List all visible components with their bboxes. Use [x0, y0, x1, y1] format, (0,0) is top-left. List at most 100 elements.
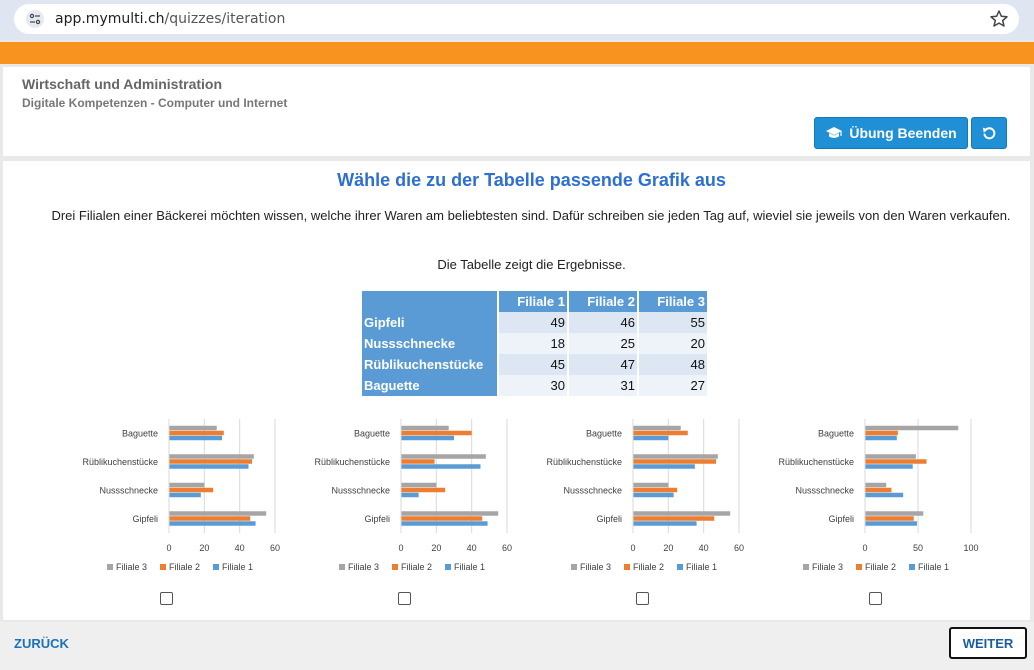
chart-legend-label: Filiale 1	[454, 562, 485, 572]
chart-category-label: Gipfeli	[828, 514, 854, 524]
chart-bar	[401, 521, 488, 526]
table-cell: 45	[499, 354, 567, 375]
chart-legend-label: Filiale 3	[812, 562, 843, 572]
chart-legend-swatch	[213, 564, 219, 570]
chart-legend-label: Filiale 2	[633, 562, 664, 572]
answer-checkbox-1[interactable]	[160, 592, 173, 605]
answer-checkbox-2[interactable]	[398, 592, 411, 605]
table-row: Gipfeli 49 46 55	[362, 312, 707, 333]
chart-bar	[633, 430, 688, 436]
answer-chart-4: Gipfeli Nussschnecke Rüblikuchenstücke Bagu…	[778, 419, 979, 572]
chart-tick-label: 0	[166, 543, 171, 553]
chart-category-label: Nussschnecke	[331, 485, 390, 495]
reset-button[interactable]	[971, 117, 1007, 149]
table-cell: 20	[639, 333, 707, 354]
url-path: /quizzes/iteration	[164, 11, 286, 27]
chart-bar	[401, 435, 454, 441]
chart-legend-swatch	[571, 564, 577, 570]
address-bar[interactable]: app.mymulti.ch/quizzes/iteration	[14, 4, 1019, 34]
chart-category-label: Gipfeli	[132, 514, 158, 524]
chart-tick-label: 0	[398, 543, 403, 553]
chart-legend-swatch	[677, 564, 683, 570]
chart-bar	[401, 454, 486, 459]
browser-toolbar: app.mymulti.ch/quizzes/iteration	[0, 0, 1034, 40]
chart-bar	[401, 516, 483, 521]
end-exercise-button[interactable]: Übung Beenden	[814, 117, 968, 149]
chart-bar	[865, 521, 917, 526]
table-row-label: Baguette	[362, 375, 497, 396]
bookmark-star-icon[interactable]	[989, 9, 1009, 29]
table-cell: 49	[499, 312, 567, 333]
chart-legend-swatch	[392, 564, 398, 570]
chart-category-label: Nussschnecke	[563, 485, 622, 495]
chart-bar	[865, 516, 914, 521]
question-subtext: Die Tabelle zeigt die Ergebnisse.	[437, 257, 626, 272]
table-cell: 31	[569, 375, 637, 396]
answer-chart-1: Gipfeli Nussschnecke Rüblikuchenstücke Bagu…	[82, 419, 280, 572]
chart-tick-label: 0	[630, 543, 635, 553]
chart-tick-label: 40	[699, 543, 709, 553]
table-row: Baguette 30 31 27	[362, 375, 707, 396]
answer-chart-3: Gipfeli Nussschnecke Rüblikuchenstücke Bagu…	[546, 419, 744, 572]
chart-tick-label: 20	[431, 543, 441, 553]
chart-bar	[865, 425, 959, 431]
table-cell: 47	[569, 354, 637, 375]
back-button[interactable]: ZURÜCK	[14, 636, 69, 651]
chart-category-label: Rüblikuchenstücke	[82, 457, 158, 467]
chart-bar	[401, 511, 499, 516]
chart-bar	[633, 425, 681, 431]
results-table: Filiale 1 Filiale 2 Filiale 3 Gipfeli 49…	[360, 291, 709, 396]
chart-bar	[169, 435, 222, 441]
answer-checkbox-3[interactable]	[636, 592, 649, 605]
chart-bar	[169, 492, 201, 498]
question-text: Drei Filialen einer Bäckerei möchten wis…	[51, 208, 1011, 223]
chart-legend-swatch	[856, 564, 862, 570]
chart-bar	[169, 487, 214, 493]
chart-tick-label: 60	[270, 543, 280, 553]
chart-bar	[401, 482, 437, 488]
chart-legend-swatch	[339, 564, 345, 570]
course-header: Wirtschaft und Administration Digitale K…	[3, 67, 1030, 156]
chart-category-label: Baguette	[122, 428, 158, 438]
table-col-header: Filiale 3	[639, 291, 707, 312]
chart-category-label: Rüblikuchenstücke	[314, 457, 390, 467]
chart-bar	[865, 511, 924, 516]
chart-tick-label: 50	[913, 543, 923, 553]
answer-chart-2: Gipfeli Nussschnecke Rüblikuchenstücke Bagu…	[314, 419, 512, 572]
chart-tick-label: 40	[467, 543, 477, 553]
chart-bar	[169, 464, 249, 469]
course-subtitle: Digitale Kompetenzen - Computer und Inte…	[22, 96, 288, 110]
chart-bar	[865, 492, 904, 498]
chart-tick-label: 60	[502, 543, 512, 553]
chart-bar	[169, 459, 253, 464]
chart-tick-label: 0	[862, 543, 867, 553]
table-corner-cell	[362, 291, 497, 312]
url-host: app.mymulti.ch	[55, 11, 165, 27]
chart-category-label: Rüblikuchenstücke	[546, 457, 622, 467]
chart-bar	[633, 492, 674, 498]
chart-category-label: Baguette	[586, 428, 622, 438]
chart-tick-label: 40	[235, 543, 245, 553]
chart-legend-swatch	[909, 564, 915, 570]
chart-tick-label: 20	[663, 543, 673, 553]
chart-legend-label: Filiale 1	[686, 562, 717, 572]
table-cell: 55	[639, 312, 707, 333]
chart-legend-label: Filiale 3	[348, 562, 379, 572]
orange-accent-strip	[0, 42, 1034, 64]
url-text[interactable]: app.mymulti.ch/quizzes/iteration	[55, 11, 285, 27]
chart-bar	[401, 459, 435, 464]
chart-category-label: Rüblikuchenstücke	[778, 457, 854, 467]
chart-category-label: Nussschnecke	[795, 485, 854, 495]
chart-legend-swatch	[107, 564, 113, 570]
chart-bar	[633, 487, 678, 493]
end-exercise-label: Übung Beenden	[849, 125, 957, 141]
chart-bar	[401, 464, 481, 469]
chart-bar	[633, 464, 695, 469]
chart-legend-label: Filiale 1	[918, 562, 949, 572]
chart-bar	[865, 459, 927, 464]
undo-icon	[982, 127, 996, 140]
next-button[interactable]: WEITER	[949, 627, 1027, 659]
site-settings-icon[interactable]	[26, 10, 44, 28]
answer-checkbox-4[interactable]	[869, 592, 882, 605]
chart-bar	[865, 482, 887, 488]
